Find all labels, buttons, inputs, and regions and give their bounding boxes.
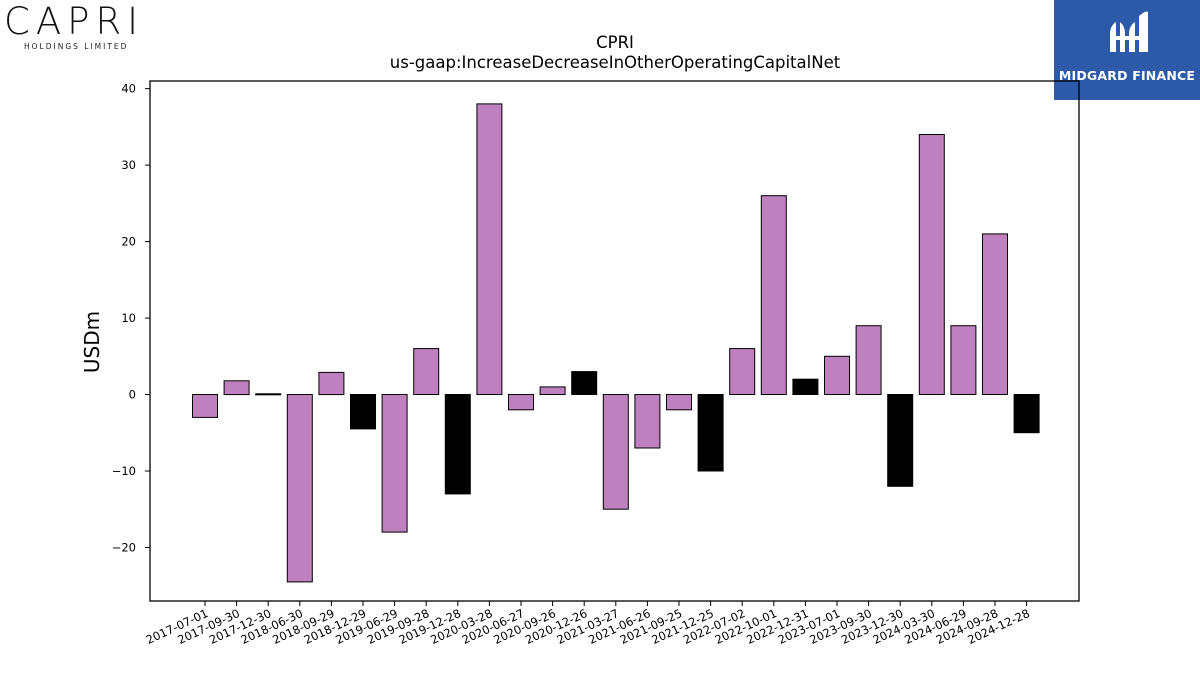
- plot-frame: [149, 80, 1080, 602]
- bar-2021-03-27: [602, 394, 629, 510]
- bar-2021-09-25: [666, 394, 692, 411]
- y-tick-label: 20: [121, 235, 136, 249]
- midgard-finance-logo: MIDGARD FINANCE: [1054, 0, 1200, 100]
- bar-2024-06-29: [950, 325, 977, 396]
- bar-2022-07-02: [729, 348, 756, 396]
- bar-2022-10-01: [760, 195, 787, 395]
- bar-2022-12-31: [792, 378, 819, 396]
- midgard-finance-wordmark: MIDGARD FINANCE: [1058, 68, 1196, 83]
- bar-2018-09-29: [318, 371, 345, 396]
- capri-logo-subtitle: HOLDINGS LIMITED: [24, 42, 129, 51]
- chart-title: CPRI: [596, 33, 634, 52]
- y-axis-label: USDm: [80, 311, 104, 373]
- bar-2018-06-30: [286, 394, 313, 583]
- midgard-emblem-icon: [1110, 11, 1148, 52]
- bars-group: [192, 103, 1040, 583]
- y-tick-label: 30: [121, 158, 136, 172]
- bar-2019-09-28: [413, 348, 440, 396]
- y-axis: −20 −10 0 10 20 30 40: [112, 82, 150, 554]
- bar-2021-12-25: [697, 394, 724, 472]
- bar-2020-12-26: [571, 371, 598, 396]
- bar-2017-12-30: [255, 393, 282, 396]
- bar-2023-09-30: [855, 325, 882, 396]
- bar-2021-06-26: [634, 394, 661, 449]
- capri-logo: CAPRI HOLDINGS LIMITED: [4, 2, 154, 54]
- bar-2018-12-29: [350, 394, 376, 430]
- bar-2020-03-28: [476, 103, 503, 396]
- bar-2019-06-29: [381, 394, 408, 533]
- y-tick-label: −10: [112, 464, 136, 478]
- bar-2017-09-30: [223, 380, 250, 396]
- y-tick-label: −20: [112, 540, 136, 554]
- bar-2024-03-30: [918, 134, 945, 395]
- bar-2019-12-28: [444, 394, 471, 495]
- bar-2020-06-27: [508, 394, 534, 411]
- bar-2023-12-30: [887, 394, 914, 487]
- y-tick-label: 40: [121, 82, 136, 96]
- y-tick-label: 10: [121, 311, 136, 325]
- bar-2023-07-01: [824, 355, 850, 395]
- bar-2024-09-28: [982, 233, 1008, 395]
- chart-subtitle: us-gaap:IncreaseDecreaseInOtherOperating…: [390, 53, 841, 72]
- bar-2024-12-28: [1013, 394, 1040, 434]
- bar-2020-09-26: [539, 386, 566, 395]
- y-tick-label: 0: [129, 388, 136, 402]
- x-axis: 2017-07-012017-09-302017-12-302018-06-30…: [144, 601, 1032, 647]
- capri-logo-wordmark: CAPRI: [4, 0, 145, 43]
- bar-2017-07-01: [192, 394, 218, 418]
